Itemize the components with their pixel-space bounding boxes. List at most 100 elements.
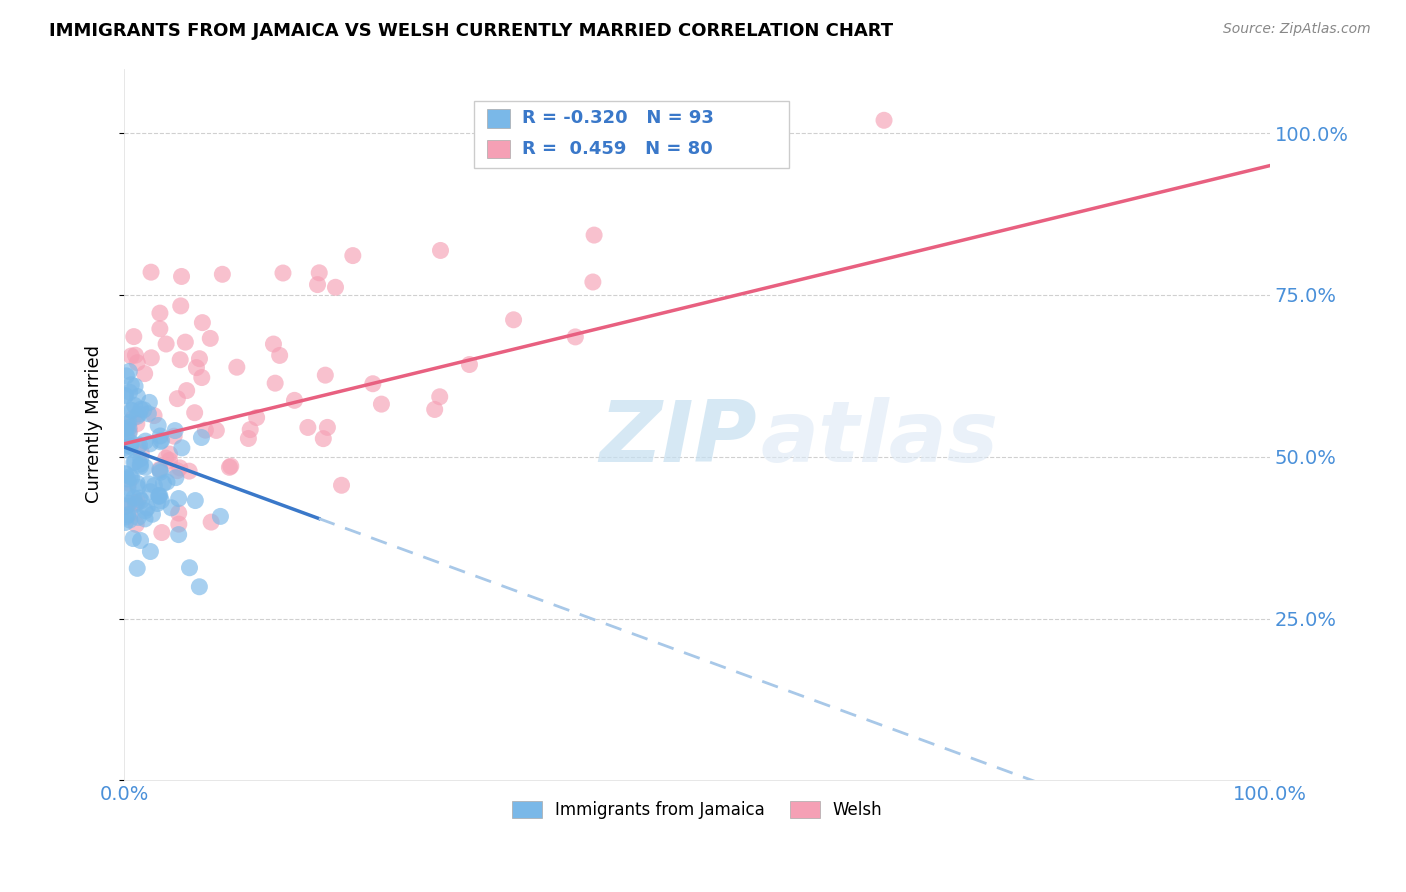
- Point: [115, 500, 138, 514]
- Point: [143, 478, 166, 492]
- Point: [124, 495, 146, 509]
- Point: [120, 469, 142, 483]
- Point: [429, 244, 451, 258]
- Point: [155, 451, 177, 466]
- Point: [136, 500, 159, 515]
- Point: [149, 429, 172, 443]
- Point: [120, 403, 142, 417]
- Legend: Immigrants from Jamaica, Welsh: Immigrants from Jamaica, Welsh: [505, 794, 889, 825]
- Point: [429, 390, 451, 404]
- Point: [502, 313, 524, 327]
- Point: [361, 376, 384, 391]
- Point: [124, 348, 146, 362]
- Point: [149, 322, 172, 336]
- Point: [148, 489, 170, 503]
- Point: [115, 442, 138, 457]
- Point: [134, 460, 156, 475]
- Point: [139, 265, 162, 279]
- Point: [188, 351, 211, 366]
- Point: [342, 249, 364, 263]
- Point: [134, 504, 156, 518]
- Point: [269, 348, 291, 362]
- Point: [114, 467, 136, 481]
- Point: [121, 470, 143, 484]
- Point: [127, 510, 149, 524]
- Point: [163, 429, 186, 443]
- Point: [120, 436, 142, 450]
- Point: [114, 510, 136, 524]
- Point: [122, 532, 145, 546]
- Point: [139, 544, 162, 558]
- Point: [134, 367, 156, 381]
- Point: [582, 275, 605, 289]
- Point: [165, 424, 187, 438]
- Point: [115, 368, 138, 383]
- Point: [125, 517, 148, 532]
- Point: [330, 478, 353, 492]
- Point: [211, 268, 233, 282]
- Point: [458, 358, 481, 372]
- Text: atlas: atlas: [761, 397, 998, 480]
- Point: [308, 266, 330, 280]
- Point: [184, 493, 207, 508]
- Point: [307, 277, 329, 292]
- Text: R =  0.459   N = 80: R = 0.459 N = 80: [522, 140, 713, 158]
- Point: [114, 389, 136, 403]
- Point: [219, 459, 242, 474]
- Point: [146, 496, 169, 510]
- Point: [134, 434, 156, 449]
- Point: [169, 461, 191, 475]
- Point: [325, 280, 347, 294]
- Point: [121, 404, 143, 418]
- Point: [149, 434, 172, 449]
- Text: ZIP: ZIP: [599, 397, 758, 480]
- Point: [120, 439, 142, 453]
- Point: [188, 580, 211, 594]
- Point: [125, 476, 148, 491]
- Point: [118, 364, 141, 378]
- Point: [122, 491, 145, 505]
- Point: [176, 384, 198, 398]
- Point: [128, 491, 150, 505]
- Point: [118, 424, 141, 438]
- Point: [114, 487, 136, 501]
- Point: [117, 481, 139, 495]
- Point: [873, 113, 896, 128]
- Point: [174, 335, 197, 350]
- Point: [122, 411, 145, 425]
- Point: [148, 490, 170, 504]
- Point: [125, 417, 148, 431]
- Point: [114, 388, 136, 402]
- Point: [131, 446, 153, 460]
- Point: [149, 463, 172, 477]
- Point: [114, 422, 136, 436]
- Point: [271, 266, 294, 280]
- Point: [152, 476, 174, 491]
- Point: [155, 337, 177, 351]
- Point: [120, 377, 142, 392]
- Point: [118, 513, 141, 527]
- Point: [143, 409, 166, 423]
- Point: [122, 455, 145, 469]
- Point: [239, 423, 262, 437]
- Point: [118, 426, 141, 441]
- Point: [114, 516, 136, 530]
- Point: [129, 457, 152, 471]
- Point: [314, 368, 336, 383]
- Point: [127, 390, 149, 404]
- Point: [316, 420, 339, 434]
- FancyBboxPatch shape: [474, 101, 789, 169]
- Point: [186, 360, 208, 375]
- Text: IMMIGRANTS FROM JAMAICA VS WELSH CURRENTLY MARRIED CORRELATION CHART: IMMIGRANTS FROM JAMAICA VS WELSH CURRENT…: [49, 22, 893, 40]
- Point: [131, 493, 153, 508]
- Text: R = -0.320   N = 93: R = -0.320 N = 93: [522, 110, 714, 128]
- Point: [127, 561, 149, 575]
- Point: [138, 395, 160, 409]
- Point: [170, 441, 193, 455]
- Point: [122, 329, 145, 343]
- Point: [312, 432, 335, 446]
- Point: [149, 306, 172, 320]
- Point: [159, 453, 181, 467]
- Text: Source: ZipAtlas.com: Source: ZipAtlas.com: [1223, 22, 1371, 37]
- Point: [118, 496, 141, 510]
